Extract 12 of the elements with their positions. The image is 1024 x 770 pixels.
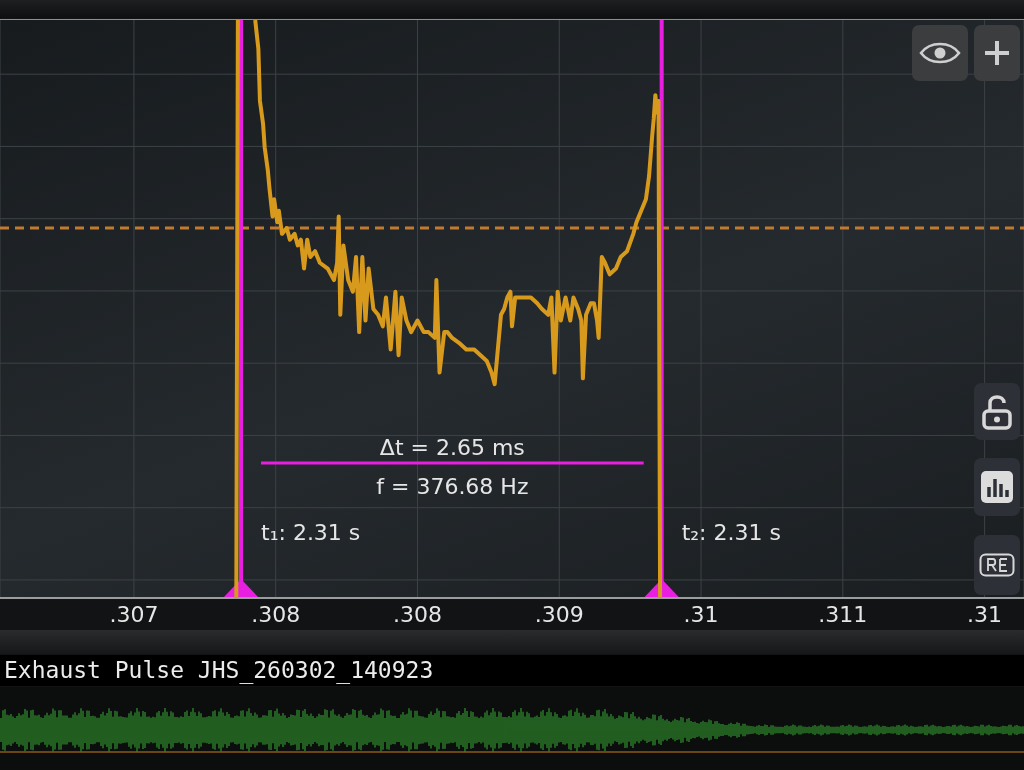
text: Exhaust Pulse JHS_260302_140923 [4,656,434,686]
x-tick-label: .311 [818,601,868,627]
x-tick-label: .309 [534,601,584,627]
x-tick-label: .31 [683,601,719,627]
x-tick-label: .307 [109,601,159,627]
annotation: Δt = 2.65 ms [379,435,525,460]
x-tick-label: .308 [392,601,442,627]
annotation: f = 376.68 Hz [376,474,529,499]
annotation: t₁: 2.31 s [261,520,361,545]
x-tick-label: .308 [251,601,301,627]
annotation: t₂: 2.31 s [681,520,781,545]
x-tick-label: .31 [967,601,1003,627]
